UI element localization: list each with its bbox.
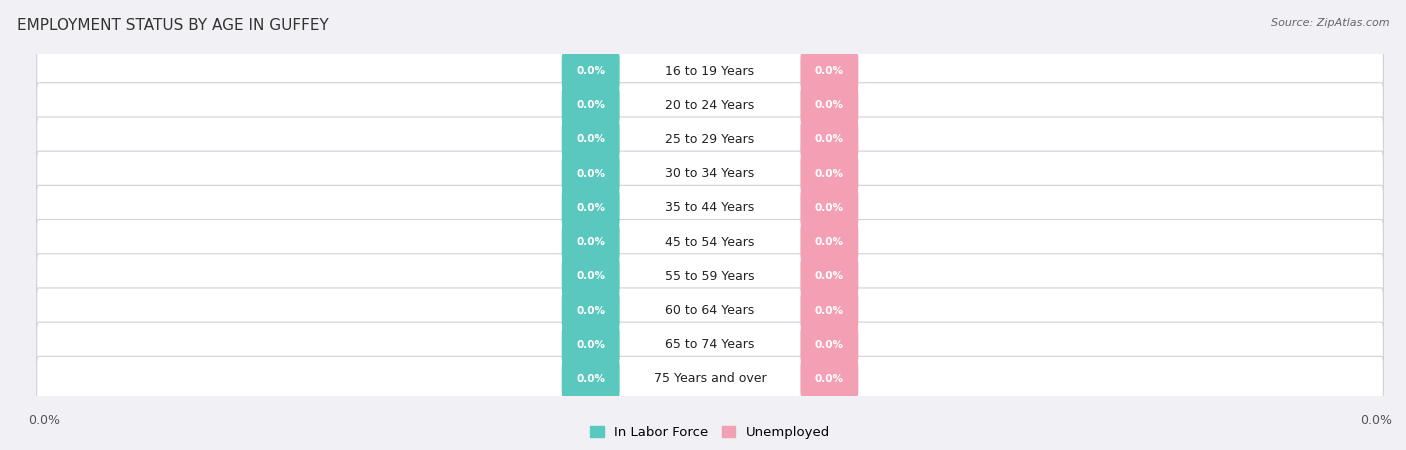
FancyBboxPatch shape — [800, 223, 858, 261]
FancyBboxPatch shape — [37, 356, 1384, 401]
Text: 0.0%: 0.0% — [815, 135, 844, 144]
FancyBboxPatch shape — [37, 151, 1384, 196]
Text: 0.0%: 0.0% — [1360, 414, 1392, 427]
Text: 0.0%: 0.0% — [576, 203, 605, 213]
Text: 20 to 24 Years: 20 to 24 Years — [665, 99, 755, 112]
FancyBboxPatch shape — [800, 154, 858, 193]
Text: 0.0%: 0.0% — [815, 340, 844, 350]
Text: 45 to 54 Years: 45 to 54 Years — [665, 236, 755, 248]
Text: Source: ZipAtlas.com: Source: ZipAtlas.com — [1271, 18, 1389, 28]
Text: 0.0%: 0.0% — [576, 169, 605, 179]
Text: 0.0%: 0.0% — [815, 237, 844, 247]
FancyBboxPatch shape — [37, 83, 1384, 128]
Text: 0.0%: 0.0% — [576, 66, 605, 76]
FancyBboxPatch shape — [562, 52, 620, 90]
Text: 0.0%: 0.0% — [576, 100, 605, 110]
Text: 65 to 74 Years: 65 to 74 Years — [665, 338, 755, 351]
FancyBboxPatch shape — [800, 52, 858, 90]
FancyBboxPatch shape — [562, 360, 620, 398]
Text: 0.0%: 0.0% — [576, 135, 605, 144]
FancyBboxPatch shape — [37, 322, 1384, 367]
Text: 0.0%: 0.0% — [576, 374, 605, 384]
Text: 25 to 29 Years: 25 to 29 Years — [665, 133, 755, 146]
FancyBboxPatch shape — [37, 288, 1384, 333]
FancyBboxPatch shape — [37, 254, 1384, 299]
FancyBboxPatch shape — [37, 220, 1384, 265]
Legend: In Labor Force, Unemployed: In Labor Force, Unemployed — [585, 421, 835, 444]
Text: 0.0%: 0.0% — [815, 374, 844, 384]
FancyBboxPatch shape — [800, 360, 858, 398]
Text: 55 to 59 Years: 55 to 59 Years — [665, 270, 755, 283]
FancyBboxPatch shape — [800, 120, 858, 159]
Text: 30 to 34 Years: 30 to 34 Years — [665, 167, 755, 180]
Text: 0.0%: 0.0% — [576, 237, 605, 247]
Text: 0.0%: 0.0% — [815, 306, 844, 315]
Text: 0.0%: 0.0% — [815, 66, 844, 76]
FancyBboxPatch shape — [800, 257, 858, 296]
FancyBboxPatch shape — [562, 189, 620, 227]
Text: 75 Years and over: 75 Years and over — [654, 373, 766, 385]
Text: 60 to 64 Years: 60 to 64 Years — [665, 304, 755, 317]
Text: 0.0%: 0.0% — [28, 414, 60, 427]
Text: 0.0%: 0.0% — [576, 306, 605, 315]
FancyBboxPatch shape — [37, 185, 1384, 230]
Text: EMPLOYMENT STATUS BY AGE IN GUFFEY: EMPLOYMENT STATUS BY AGE IN GUFFEY — [17, 18, 329, 33]
FancyBboxPatch shape — [37, 49, 1384, 94]
Text: 0.0%: 0.0% — [815, 169, 844, 179]
FancyBboxPatch shape — [562, 223, 620, 261]
FancyBboxPatch shape — [562, 325, 620, 364]
Text: 35 to 44 Years: 35 to 44 Years — [665, 202, 755, 214]
FancyBboxPatch shape — [562, 120, 620, 159]
FancyBboxPatch shape — [800, 189, 858, 227]
FancyBboxPatch shape — [562, 257, 620, 296]
FancyBboxPatch shape — [800, 86, 858, 125]
Text: 0.0%: 0.0% — [815, 203, 844, 213]
FancyBboxPatch shape — [800, 325, 858, 364]
FancyBboxPatch shape — [562, 86, 620, 125]
FancyBboxPatch shape — [37, 117, 1384, 162]
Text: 0.0%: 0.0% — [576, 271, 605, 281]
FancyBboxPatch shape — [800, 291, 858, 330]
Text: 0.0%: 0.0% — [815, 100, 844, 110]
Text: 0.0%: 0.0% — [815, 271, 844, 281]
FancyBboxPatch shape — [562, 291, 620, 330]
FancyBboxPatch shape — [562, 154, 620, 193]
Text: 16 to 19 Years: 16 to 19 Years — [665, 65, 755, 77]
Text: 0.0%: 0.0% — [576, 340, 605, 350]
